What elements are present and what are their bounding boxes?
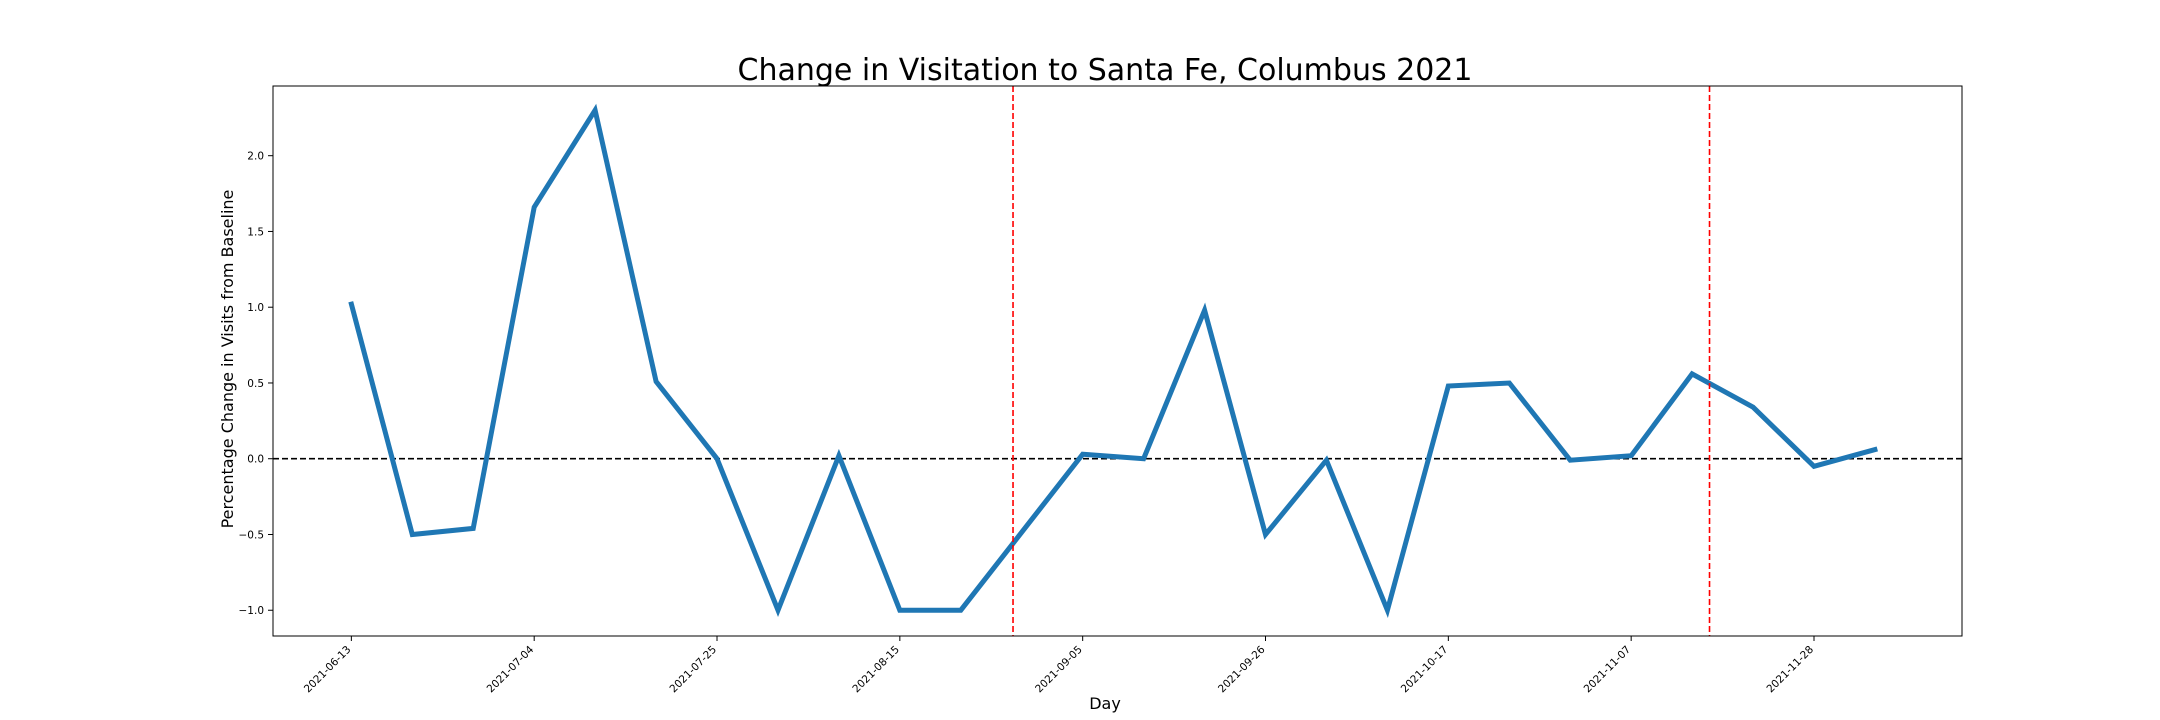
x-tick-label: 2021-11-07 [1582,644,1634,696]
series-line [348,103,1878,618]
plot-area: −1.0 −0.5 0.0 0.5 1.0 1.5 2.0 2021-06-13 2021-07… [239,85,1963,696]
chart-title: Change in Visitation to Santa Fe, Columb… [738,53,1473,88]
plot-frame [272,85,1963,637]
x-tick-label: 2021-10-17 [1399,644,1451,696]
y-tick-label: 1.5 [247,226,264,238]
y-tick-label: −1.0 [239,605,265,617]
y-axis-label: Percentage Change in Visits from Baselin… [218,190,237,529]
x-tick-label: 2021-07-04 [485,643,537,695]
x-tick-label: 2021-09-26 [1216,643,1268,695]
y-tick-label: 1.0 [247,302,264,314]
y-tick-label: 0.0 [247,454,264,466]
y-tick-label: 2.0 [247,151,264,163]
y-tick-label: −0.5 [239,529,265,541]
x-tick-label: 2021-06-13 [302,644,354,696]
x-tick-label: 2021-07-25 [667,644,719,696]
x-axis-label: Day [1089,694,1121,713]
x-tick-label: 2021-09-05 [1033,644,1085,696]
x-tick-label: 2021-08-15 [850,644,902,696]
x-tick-label: 2021-11-28 [1764,644,1816,696]
y-tick-label: 0.5 [247,378,264,390]
